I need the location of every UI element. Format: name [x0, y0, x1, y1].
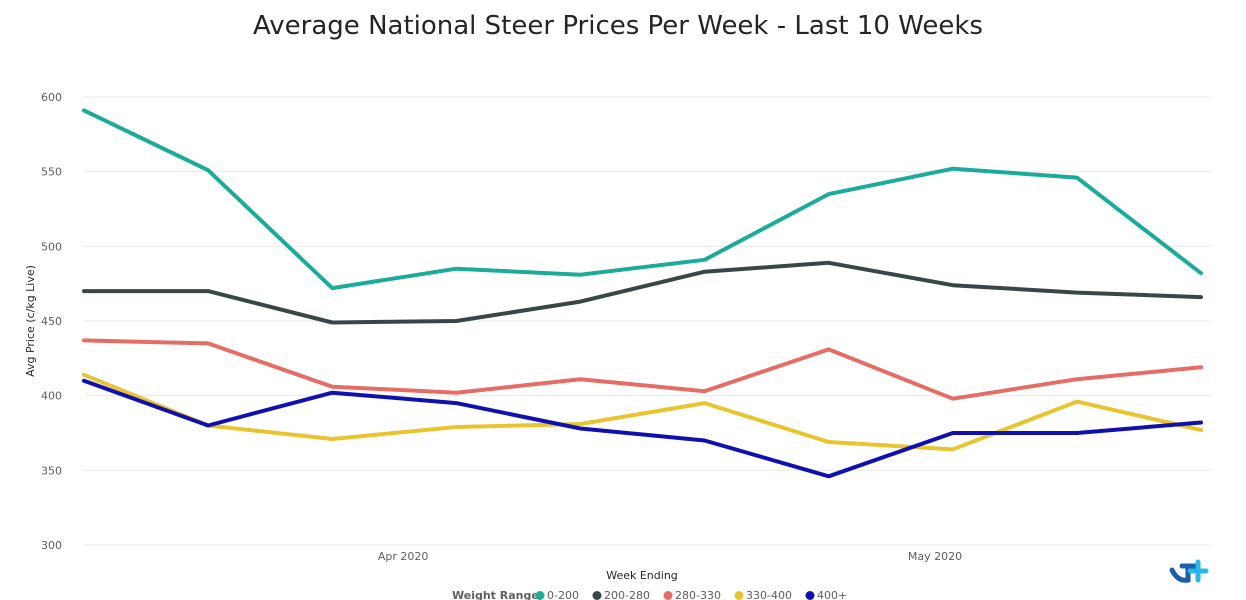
series-line-280-330: [82, 338, 1203, 401]
gridlines: [84, 96, 1211, 546]
legend-title: Weight Range: [452, 589, 539, 600]
legend-label: 400+: [817, 589, 847, 600]
y-tick-label: 450: [41, 315, 62, 328]
series-line-400+: [82, 378, 1203, 479]
legend[interactable]: Weight Range 0-200 200-280 280-330 330-400 4…: [452, 589, 847, 600]
legend-item-330-400[interactable]: 330-400: [734, 589, 792, 600]
y-tick-label: 300: [41, 539, 62, 552]
y-tick-label: 550: [41, 166, 62, 179]
legend-label: 200-280: [604, 589, 650, 600]
x-tick-label: May 2020: [908, 550, 962, 563]
legend-label: 280-330: [675, 589, 721, 600]
x-axis-ticks: Apr 2020 May 2020: [378, 550, 962, 563]
series-line-200-280: [82, 260, 1203, 325]
y-axis-ticks: 300 350 400 450 500 550 600: [41, 91, 62, 552]
legend-marker: [805, 591, 815, 600]
legend-item-280-330[interactable]: 280-330: [663, 589, 721, 600]
legend-label: 330-400: [746, 589, 792, 600]
y-axis-title: Avg Price (c/kg Live): [24, 265, 37, 377]
legend-marker: [535, 591, 545, 600]
series-lines: [82, 108, 1203, 479]
chart-title: Average National Steer Prices Per Week -…: [253, 11, 983, 41]
legend-item-400+[interactable]: 400+: [805, 589, 848, 600]
legend-marker: [734, 591, 744, 600]
y-tick-label: 400: [41, 390, 62, 403]
series-line-0-200: [82, 108, 1203, 291]
x-tick-label: Apr 2020: [378, 550, 429, 563]
legend-label: 0-200: [547, 589, 579, 600]
legend-item-200-280[interactable]: 200-280: [592, 589, 650, 600]
legend-item-0-200[interactable]: 0-200: [535, 589, 579, 600]
y-tick-label: 500: [41, 240, 62, 253]
x-axis-title: Week Ending: [606, 569, 678, 582]
y-tick-label: 600: [41, 91, 62, 104]
series-line-330-400: [82, 372, 1203, 452]
legend-marker: [592, 591, 602, 600]
y-tick-label: 350: [41, 464, 62, 477]
legend-marker: [663, 591, 673, 600]
logo-icon: [1169, 559, 1209, 583]
